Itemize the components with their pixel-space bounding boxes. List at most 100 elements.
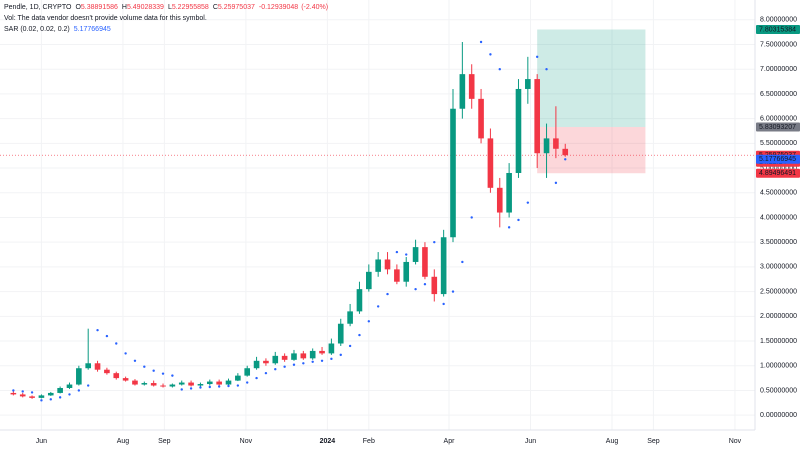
price-tag-label: 5.83093207 [759,124,796,131]
candle-body [384,259,391,270]
x-tick-label: Apr [444,438,456,445]
ohlc-prefix: H [122,4,127,11]
y-tick-label: 4.00000000 [760,214,797,221]
sar-dot [255,376,258,380]
y-tick-label: 5.50000000 [760,140,797,147]
y-tick-label: 2.00000000 [760,313,797,320]
ohlc-prefix: L [168,4,172,11]
ohlc-value: 5.38891586 [81,4,118,11]
candle-body [122,378,129,381]
y-tick-label: 0.50000000 [760,387,797,394]
sar-dot [68,393,71,396]
x-tick-label: Aug [117,438,130,445]
sar-dot [49,398,52,401]
loss-zone [537,126,646,174]
y-tick-label: 3.00000000 [760,264,797,271]
sar-dot [330,357,333,361]
candle-body [562,148,569,156]
candle-body [141,383,148,385]
volume-note: Vol: The data vendor doesn't provide vol… [4,15,207,22]
sar-dot [498,67,501,71]
sar-dot [40,399,43,402]
y-tick-label: 1.50000000 [760,338,797,345]
candle-body [422,247,428,277]
candle-body [403,261,410,282]
sar-dot [274,368,277,371]
x-tick-label: Feb [363,438,375,445]
candle-body [94,363,101,370]
candle-body [506,172,512,213]
candle-body [515,88,522,173]
sar-dot [517,218,520,222]
candle-body [319,350,325,354]
candle-body [38,395,45,398]
y-tick-label: 6.00000000 [760,115,797,122]
candle-body [347,311,353,324]
price-tag [756,168,800,178]
x-tick-label: Nov [240,438,253,445]
candle-body [19,394,26,397]
sar-dot [461,260,464,264]
sar-dot [526,201,530,204]
x-tick-label: 2024 [320,438,336,445]
plot-area [0,29,755,402]
x-tick-label: Aug [606,438,619,445]
sar-dot [535,55,539,59]
candle-body [487,138,494,188]
candle-body [394,269,400,282]
y-tick-label: 0.00000000 [760,412,797,419]
sar-dot [58,396,62,399]
candle-body [29,396,35,398]
candle-body [197,384,204,386]
sar-dot [236,384,240,387]
ohlc-value: 5.22955858 [172,4,209,11]
sar-dot [12,389,15,392]
ohlc-value: 5.49028339 [127,4,164,11]
candle-body [543,138,550,154]
candle-body [300,353,307,359]
sar-dot [348,344,352,348]
sar-dot [414,287,417,291]
sar-dot [367,320,371,323]
sar-dot [470,216,473,219]
candle-body [206,381,213,385]
candle-body [66,384,73,388]
sar-dot [311,360,314,363]
y-tick-label: 3.50000000 [760,239,797,246]
sar-dot [86,384,90,387]
candle-body [450,108,456,238]
candle-body [525,79,531,89]
sar-dot [292,363,296,366]
y-tick-label: 5.00000000 [760,165,797,172]
ohlc-prefix: C [213,4,218,11]
sar-dot [152,369,155,372]
sar-dot [320,359,324,363]
candle-body [309,350,316,359]
legend-line: SAR (0.02, 0.02, 0.2) 5.17766945 [4,26,111,33]
sar-dot [115,342,118,345]
sar-dot [358,333,361,337]
y-tick-label: 7.00000000 [760,66,797,73]
candle-body [440,237,447,295]
legend-line: Pendle, 1D, CRYPTO O5.38891586 H5.49028339… [4,4,328,11]
candle-body [272,355,279,364]
candle-body [356,289,363,312]
candle-body [225,380,232,385]
sar-dot [133,359,137,363]
sar-dot [264,371,268,375]
candle-body [244,368,251,376]
sar-dot [442,302,445,306]
price-tag [756,154,800,164]
indicator-value: 5.17766945 [74,26,111,33]
candle-body [132,380,138,385]
candle-body [10,392,17,395]
x-tick-label: Sep [158,438,171,445]
sar-dot [564,158,567,161]
candle-body [496,187,503,213]
legend: Pendle, 1D, CRYPTO O5.38891586 H5.49028339… [4,4,328,33]
sar-dot [283,365,286,368]
candle-body [375,259,381,272]
sar-dot [395,250,399,254]
candle-body [216,381,222,385]
